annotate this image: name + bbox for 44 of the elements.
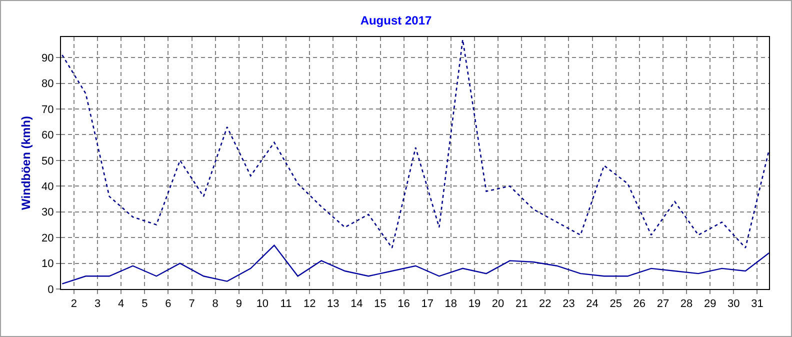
y-axis-title: Windböen (kmh) bbox=[18, 116, 33, 210]
x-tick-label: 3 bbox=[94, 298, 101, 310]
x-tick-label: 8 bbox=[212, 298, 218, 310]
y-tick-label: 0 bbox=[48, 284, 54, 296]
y-tick-label: 50 bbox=[42, 155, 54, 168]
x-tick-label: 10 bbox=[256, 298, 269, 310]
line-series bbox=[62, 244, 769, 284]
x-tick-label: 16 bbox=[398, 298, 410, 310]
x-tick-label: 22 bbox=[539, 298, 552, 310]
x-tick-label: 9 bbox=[236, 298, 242, 310]
x-tick-label: 20 bbox=[492, 298, 504, 310]
x-tick-label: 26 bbox=[633, 298, 646, 310]
x-tick-label: 4 bbox=[118, 298, 124, 310]
chart-title: August 2017 bbox=[360, 13, 432, 28]
x-tick-label: 11 bbox=[280, 298, 292, 310]
x-tick-label: 7 bbox=[188, 298, 195, 310]
y-tick-label: 90 bbox=[42, 52, 54, 64]
x-tick-label: 14 bbox=[350, 298, 363, 310]
x-tick-label: 12 bbox=[303, 298, 316, 310]
x-tick-label: 17 bbox=[421, 298, 434, 310]
y-tick-label: 60 bbox=[42, 130, 54, 142]
x-tick-label: 25 bbox=[610, 298, 622, 310]
y-tick-label: 30 bbox=[42, 206, 54, 219]
x-tick-label: 18 bbox=[444, 298, 458, 310]
x-tick-label: 19 bbox=[468, 298, 481, 310]
line-series bbox=[62, 38, 769, 249]
x-tick-label: 6 bbox=[165, 298, 172, 310]
x-tick-label: 28 bbox=[680, 298, 693, 310]
y-tick-label: 70 bbox=[42, 104, 54, 116]
x-tick-label: 2 bbox=[70, 298, 78, 310]
x-tick-label: 21 bbox=[515, 298, 528, 310]
x-tick-label: 13 bbox=[327, 298, 340, 310]
x-tick-label: 29 bbox=[704, 298, 716, 310]
x-tick-label: 23 bbox=[562, 298, 575, 310]
y-tick-label: 40 bbox=[42, 180, 54, 193]
y-tick-label: 80 bbox=[42, 78, 54, 90]
x-tick-label: 15 bbox=[374, 298, 386, 310]
x-tick-label: 27 bbox=[656, 298, 670, 310]
x-tick-label: 31 bbox=[751, 298, 764, 310]
y-tick-label: 20 bbox=[42, 232, 54, 244]
y-tick-label: 10 bbox=[42, 258, 54, 270]
x-tick-label: 30 bbox=[728, 298, 740, 310]
x-tick-label: 5 bbox=[142, 298, 148, 310]
x-tick-label: 24 bbox=[586, 298, 598, 310]
